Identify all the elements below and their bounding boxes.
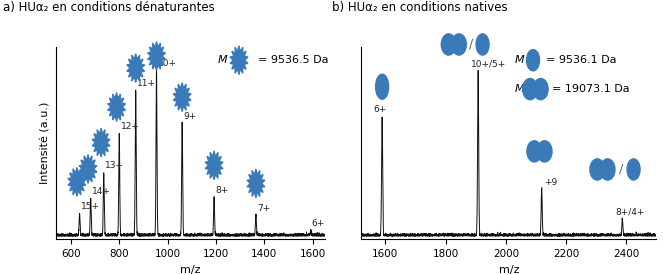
Text: 9+: 9+ <box>184 112 197 121</box>
Ellipse shape <box>533 79 548 100</box>
Text: M: M <box>514 55 524 65</box>
Polygon shape <box>247 169 265 198</box>
Polygon shape <box>127 54 145 82</box>
Text: 10+: 10+ <box>158 59 177 68</box>
Text: 12+: 12+ <box>121 122 139 131</box>
Text: 13+: 13+ <box>105 161 124 170</box>
Ellipse shape <box>526 50 540 71</box>
Text: 6+: 6+ <box>312 219 325 228</box>
X-axis label: m/z: m/z <box>180 265 201 274</box>
Polygon shape <box>92 128 110 157</box>
Ellipse shape <box>527 141 542 162</box>
Ellipse shape <box>442 34 456 55</box>
Text: = 9536.1 Da: = 9536.1 Da <box>546 55 616 65</box>
Ellipse shape <box>627 159 640 180</box>
Text: /: / <box>469 38 473 51</box>
Text: 8+/4+: 8+/4+ <box>616 207 645 216</box>
Ellipse shape <box>476 34 489 55</box>
Text: a) HUα₂ en conditions dénaturantes: a) HUα₂ en conditions dénaturantes <box>3 1 215 14</box>
Polygon shape <box>68 167 86 196</box>
Text: 11+: 11+ <box>137 79 156 88</box>
Polygon shape <box>230 46 248 75</box>
Text: b) HUα₂ en conditions natives: b) HUα₂ en conditions natives <box>332 1 507 14</box>
Polygon shape <box>107 93 125 122</box>
Polygon shape <box>173 83 191 112</box>
Text: 15+: 15+ <box>81 202 100 211</box>
Text: = 19073.1 Da: = 19073.1 Da <box>552 84 629 94</box>
Polygon shape <box>205 151 223 180</box>
Polygon shape <box>79 155 97 183</box>
X-axis label: m/z: m/z <box>499 265 519 274</box>
Ellipse shape <box>376 74 389 99</box>
Ellipse shape <box>452 34 466 55</box>
Ellipse shape <box>537 141 552 162</box>
Ellipse shape <box>600 159 615 180</box>
Text: +9: +9 <box>544 178 558 187</box>
Text: /: / <box>619 163 623 176</box>
Ellipse shape <box>522 79 538 100</box>
Y-axis label: Intensité (a.u.): Intensité (a.u.) <box>41 102 51 184</box>
Text: M: M <box>217 55 227 65</box>
Text: 10+/5+: 10+/5+ <box>471 59 506 68</box>
Text: M: M <box>514 84 524 94</box>
Text: 7+: 7+ <box>257 204 271 213</box>
Text: 8+: 8+ <box>215 186 229 195</box>
Polygon shape <box>148 42 165 70</box>
Text: = 9536.5 Da: = 9536.5 Da <box>258 55 328 65</box>
Text: 6+: 6+ <box>374 105 387 114</box>
Text: 14+: 14+ <box>92 188 111 196</box>
Ellipse shape <box>590 159 605 180</box>
